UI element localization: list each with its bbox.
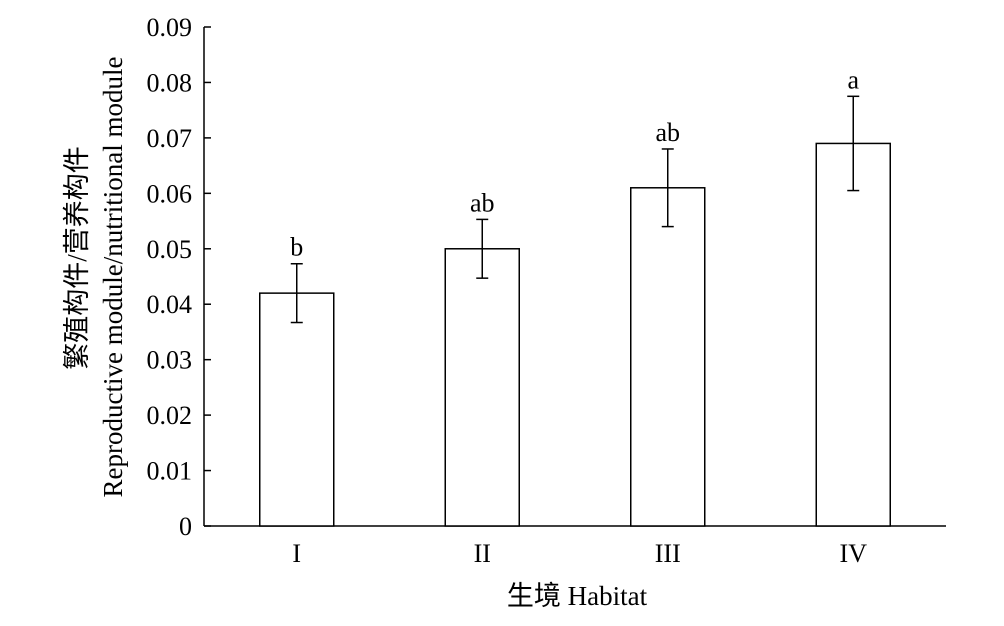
y-tick-label: 0.08	[147, 68, 193, 97]
y-axis-title-chinese: 繁殖构件/营养构件	[62, 146, 92, 370]
y-tick-label: 0.06	[147, 179, 193, 208]
bar-3	[630, 187, 706, 527]
y-tick-label: 0.04	[147, 290, 193, 319]
y-tick-label: 0.01	[147, 457, 193, 486]
significance-label-2: ab	[470, 188, 495, 217]
y-tick-label: 0.05	[147, 235, 193, 264]
y-tick-label: 0	[179, 512, 192, 541]
bar-1	[259, 292, 335, 527]
y-axis-title-english: Reproductive module/nutritional module	[98, 57, 128, 498]
x-tick-label-4: IV	[840, 539, 868, 568]
bars: b ab ab a	[259, 65, 891, 527]
bar-2	[444, 248, 520, 527]
y-axis: 0 0.01 0.02 0.03 0.04 0.05 0.06 0.07 0.08 0.09	[147, 13, 211, 541]
significance-label-4: a	[847, 65, 859, 94]
bar-4	[815, 142, 891, 527]
y-tick-label: 0.09	[147, 13, 193, 42]
y-tick-label: 0.03	[147, 346, 193, 375]
x-tick-label-3: III	[655, 539, 681, 568]
x-tick-label-1: I	[292, 539, 301, 568]
x-axis-title: 生境 Habitat	[507, 581, 648, 611]
significance-label-1: b	[290, 233, 303, 262]
y-tick-label: 0.07	[147, 124, 193, 153]
significance-label-3: ab	[655, 118, 680, 147]
y-tick-label: 0.02	[147, 401, 193, 430]
x-tick-label-2: II	[474, 539, 491, 568]
x-axis: I II III IV	[204, 525, 946, 568]
